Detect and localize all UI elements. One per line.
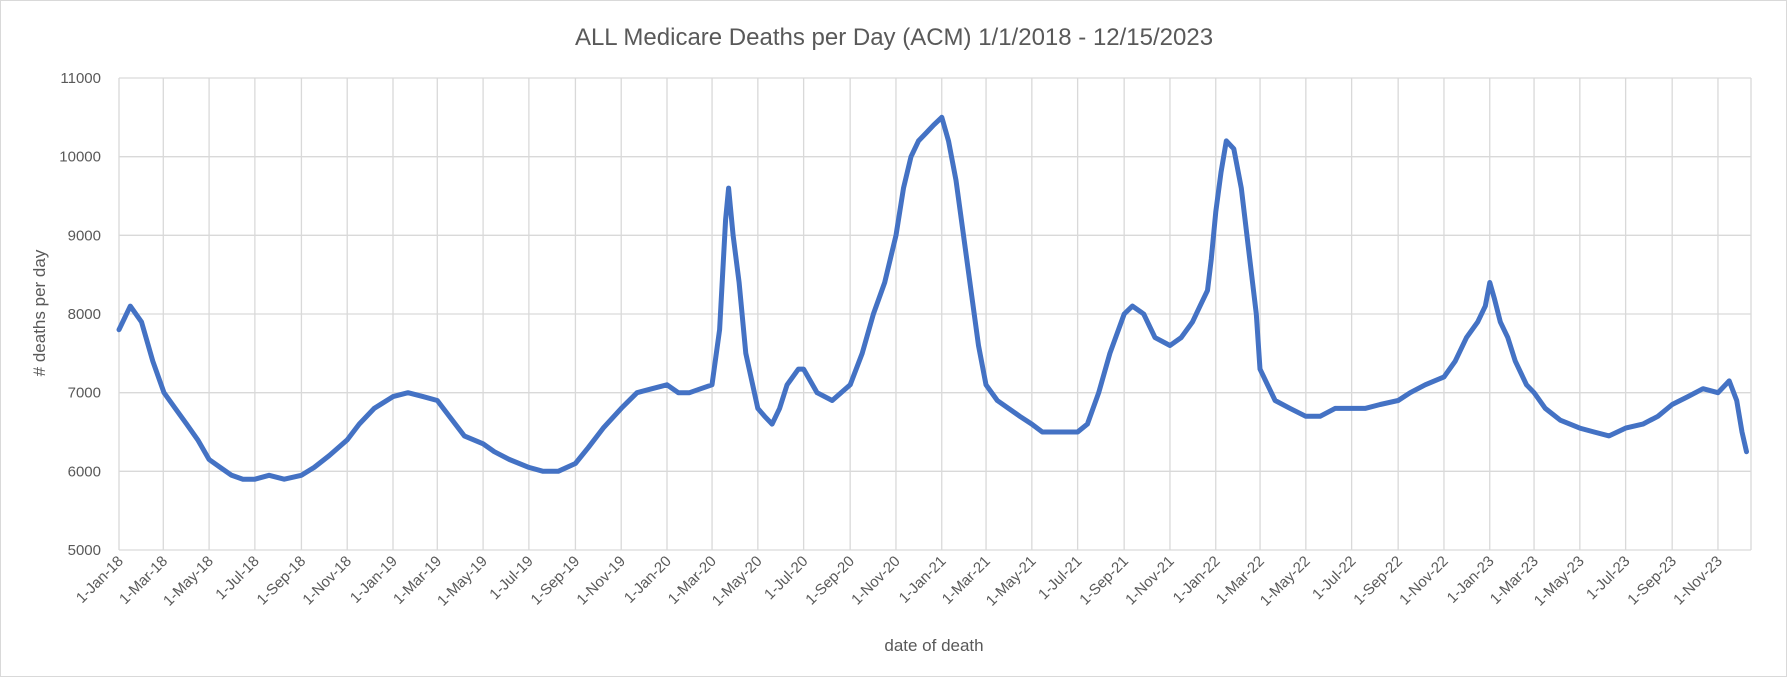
x-tick-label: 1-Sep-19 — [528, 553, 584, 609]
x-tick-label: 1-Nov-20 — [848, 553, 904, 609]
y-tick-label: 5000 — [68, 542, 101, 559]
series-layer — [116, 114, 1749, 482]
x-tick-label: 1-May-19 — [434, 553, 491, 610]
x-axis-ticks: 1-Jan-181-Mar-181-May-181-Jul-181-Sep-18… — [73, 553, 1726, 610]
x-tick-label: 1-Nov-21 — [1122, 553, 1178, 609]
x-tick-label: 1-May-22 — [1257, 553, 1314, 610]
x-tick-label: 1-Sep-22 — [1350, 553, 1406, 609]
y-tick-label: 9000 — [68, 227, 101, 244]
y-axis-ticks: 5000 6000 7000 8000 9000 10000 11000 — [59, 70, 101, 559]
x-tick-label: 1-Nov-23 — [1670, 553, 1726, 609]
x-tick-label: 1-May-18 — [160, 553, 217, 610]
chart-title: ALL Medicare Deaths per Day (ACM) 1/1/20… — [575, 24, 1213, 51]
y-tick-label: 8000 — [68, 306, 101, 323]
y-tick-label: 6000 — [68, 463, 101, 480]
y-tick-label: 10000 — [59, 149, 101, 166]
x-axis-title: date of death — [884, 636, 983, 655]
gridlines — [118, 77, 1752, 551]
x-tick-label: 1-Sep-18 — [254, 553, 310, 609]
x-tick-label: 1-Nov-19 — [573, 553, 629, 609]
x-tick-label: 1-May-21 — [983, 553, 1040, 610]
x-tick-label: 1-Nov-22 — [1396, 553, 1452, 609]
y-tick-label: 11000 — [60, 70, 101, 87]
x-tick-label: 1-May-23 — [1531, 553, 1588, 610]
x-tick-label: 1-Sep-21 — [1076, 553, 1132, 609]
series-line — [116, 114, 1749, 482]
x-tick-label: 1-Nov-18 — [299, 553, 355, 609]
x-tick-label: 1-May-20 — [709, 553, 766, 610]
y-tick-label: 7000 — [68, 385, 101, 402]
x-tick-label: 1-Sep-20 — [802, 553, 858, 609]
y-axis-title: # deaths per day — [30, 249, 49, 376]
x-tick-label: 1-Sep-23 — [1624, 553, 1680, 609]
